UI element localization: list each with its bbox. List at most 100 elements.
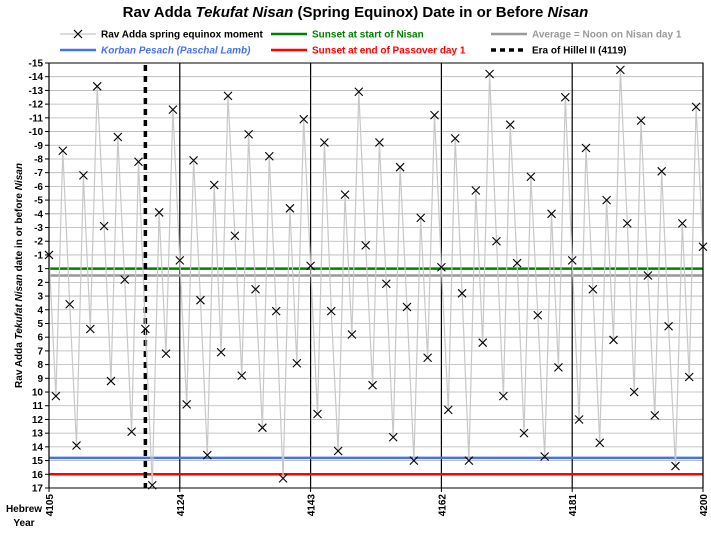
y-tick-label: -10	[29, 127, 44, 138]
equinox-marker	[182, 399, 192, 409]
legend-marker	[73, 29, 83, 39]
title-part-3: (Spring Equinox) Date in or Before	[293, 4, 548, 21]
equinox-marker	[457, 288, 467, 298]
y-tick-label: -7	[34, 168, 43, 179]
equinox-marker	[581, 143, 591, 153]
equinox-marker	[306, 261, 315, 271]
legend-label: Korban Pesach (Paschal Lamb)	[101, 46, 251, 57]
equinox-marker	[540, 452, 550, 461]
x-axis-label: Hebrew Year	[6, 504, 42, 529]
equinox-marker	[609, 335, 618, 345]
equinox-marker	[423, 353, 433, 363]
y-tick-label: 1	[37, 264, 43, 275]
chart-title: Rav Adda Tekufat Nisan (Spring Equinox) …	[0, 4, 711, 21]
equinox-marker	[333, 446, 343, 456]
legend: Rav Adda spring equinox moment Sunset at …	[60, 30, 682, 57]
equinox-marker	[319, 138, 329, 147]
title-part-4: Nisan	[547, 4, 589, 21]
legend-label: Sunset at end of Passover day 1	[312, 46, 466, 57]
plot-frame	[48, 62, 704, 489]
equinox-marker	[223, 91, 233, 101]
legend-label: Era of Hillel II (4119)	[532, 46, 626, 57]
y-tick-label: -8	[34, 154, 43, 165]
equinox-marker	[168, 105, 178, 115]
equinox-marker	[485, 69, 494, 79]
equinox-marker	[381, 279, 391, 289]
equinox-marker	[51, 391, 61, 401]
equinox-marker	[498, 391, 508, 401]
equinox-marker	[189, 155, 198, 165]
equinox-marker	[106, 376, 116, 386]
equinox-marker	[278, 474, 288, 483]
y-tick-label: -5	[34, 196, 43, 207]
y-tick-label: -11	[29, 113, 43, 124]
y-axis-label-part: date in or before	[14, 190, 25, 274]
equinox-marker	[85, 324, 95, 334]
equinox-marker	[395, 162, 405, 172]
equinox-marker	[478, 338, 488, 348]
equinox-marker	[326, 306, 336, 316]
x-axis-label-line: Year	[13, 518, 34, 529]
equinox-marker	[196, 295, 205, 305]
y-tick-label: -9	[34, 141, 43, 152]
y-tick-label: -13	[29, 86, 44, 97]
y-tick-label: 6	[37, 333, 43, 344]
y-tick-label: -1	[34, 250, 43, 261]
y-tick-label: 15	[32, 456, 44, 467]
equinox-marker	[643, 271, 653, 280]
equinox-marker	[271, 306, 281, 316]
x-tick-label: 4181	[568, 494, 579, 517]
series-layer	[44, 65, 708, 490]
equinox-marker	[416, 213, 426, 223]
equinox-marker	[519, 428, 529, 438]
equinox-marker	[657, 166, 667, 176]
equinox-marker	[251, 284, 260, 294]
y-tick-label: 13	[32, 429, 44, 440]
equinox-marker	[237, 371, 247, 380]
x-tick-label: 4124	[176, 494, 187, 517]
equinox-marker	[161, 349, 171, 359]
equinox-marker	[140, 324, 150, 334]
equinox-marker	[588, 284, 598, 294]
y-tick-label: -15	[29, 59, 44, 70]
y-tick-label: 11	[32, 401, 43, 412]
equinox-marker	[120, 275, 130, 285]
equinox-marker	[299, 114, 309, 124]
y-tick-label: -3	[34, 223, 43, 234]
equinox-marker	[388, 432, 398, 442]
y-tick-label: 9	[37, 374, 43, 385]
equinox-marker	[175, 256, 185, 265]
equinox-marker	[602, 195, 612, 205]
equinox-marker	[677, 219, 687, 228]
equinox-marker	[567, 256, 577, 265]
x-tick-label: 4143	[307, 494, 318, 517]
equinox-marker	[58, 146, 68, 156]
equinox-marker	[430, 110, 439, 120]
equinox-marker	[72, 441, 81, 450]
equinox-marker	[340, 190, 350, 200]
equinox-marker	[547, 209, 556, 219]
y-tick-label: -6	[34, 182, 43, 193]
equinox-marker	[595, 438, 605, 448]
title-part-2: Tekufat Nisan	[195, 4, 294, 21]
y-tick-label: 4	[37, 305, 43, 316]
equinox-marker	[636, 116, 646, 125]
equinox-marker	[471, 186, 481, 195]
equinox-marker	[505, 120, 515, 130]
legend-label: Rav Adda spring equinox moment	[101, 30, 264, 41]
y-tick-label: -14	[29, 72, 44, 83]
equinox-marker	[512, 258, 522, 268]
equinox-marker	[113, 132, 123, 142]
equinox-marker	[664, 321, 673, 331]
x-tick-label: 4162	[437, 494, 448, 517]
equinox-marker	[361, 240, 371, 250]
equinox-marker	[684, 372, 694, 382]
equinox-marker	[402, 302, 412, 312]
y-tick-label: 7	[37, 346, 43, 357]
equinox-marker	[202, 450, 212, 460]
equinox-marker	[616, 65, 625, 75]
y-tick-label: -12	[29, 100, 44, 111]
equinox-marker	[134, 157, 143, 167]
equinox-marker	[464, 456, 474, 465]
equinox-marker	[629, 387, 639, 397]
